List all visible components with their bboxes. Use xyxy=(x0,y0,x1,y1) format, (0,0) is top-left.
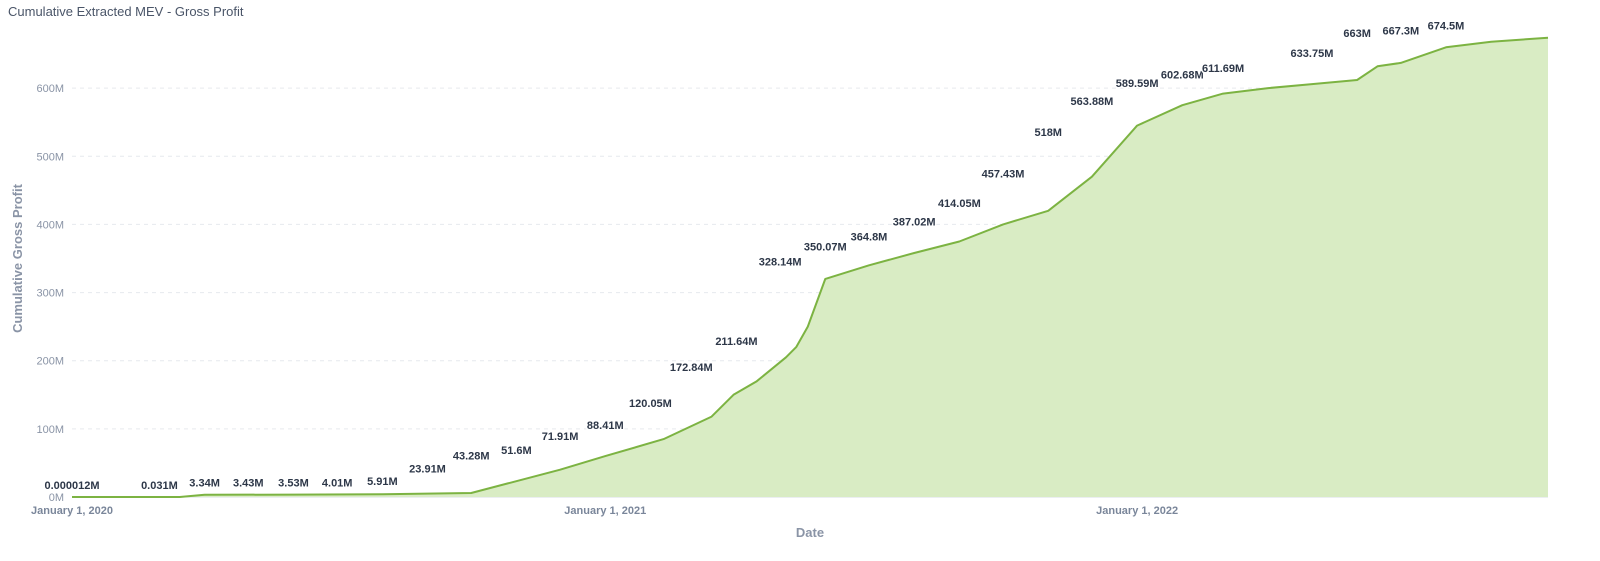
data-label: 172.84M xyxy=(670,362,713,374)
data-label: 457.43M xyxy=(982,168,1025,180)
y-tick-label: 300M xyxy=(36,288,64,300)
y-tick-label: 500M xyxy=(36,151,64,163)
series-area xyxy=(72,37,1548,497)
data-label: 667.3M xyxy=(1382,25,1419,37)
data-label: 3.43M xyxy=(233,478,264,490)
data-label: 120.05M xyxy=(629,398,672,410)
series-line xyxy=(72,36,1549,498)
data-label: 350.07M xyxy=(804,241,847,253)
data-label: 51.6M xyxy=(501,445,532,457)
data-label: 563.88M xyxy=(1071,96,1114,108)
data-label: 663M xyxy=(1343,28,1371,40)
data-label: 387.02M xyxy=(893,216,936,228)
data-label: 328.14M xyxy=(759,256,802,268)
data-label: 674.5M xyxy=(1428,20,1465,32)
data-label: 589.59M xyxy=(1116,78,1159,90)
y-tick-label: 100M xyxy=(36,424,64,436)
y-tick-label: 400M xyxy=(36,219,64,231)
data-label: 3.53M xyxy=(278,478,309,490)
data-label: 0.031M xyxy=(141,480,178,492)
data-label: 0.000012M xyxy=(44,480,99,492)
data-label: 3.34M xyxy=(189,478,220,490)
x-tick-label: January 1, 2020 xyxy=(31,505,113,517)
data-label: 43.28M xyxy=(453,451,490,463)
data-label: 88.41M xyxy=(587,420,624,432)
y-axis-title: Cumulative Gross Profit xyxy=(10,183,25,332)
data-label: 23.91M xyxy=(409,464,446,476)
data-label: 611.69M xyxy=(1202,63,1244,75)
data-label: 518M xyxy=(1034,127,1062,139)
x-tick-label: January 1, 2021 xyxy=(564,505,646,517)
y-tick-label: 200M xyxy=(36,356,64,368)
x-tick-label: January 1, 2022 xyxy=(1096,505,1178,517)
y-tick-label: 600M xyxy=(36,83,64,95)
data-label: 211.64M xyxy=(715,336,757,348)
data-label: 414.05M xyxy=(938,198,981,210)
data-label: 364.8M xyxy=(851,231,888,243)
x-axis-title: Date xyxy=(796,525,824,540)
data-label: 5.91M xyxy=(367,476,398,488)
chart-title: Cumulative Extracted MEV - Gross Profit xyxy=(8,4,244,19)
data-label: 633.75M xyxy=(1291,48,1334,60)
data-label: 602.68M xyxy=(1161,69,1204,81)
data-label: 71.91M xyxy=(542,431,579,443)
y-tick-label: 0M xyxy=(49,492,64,504)
data-label: 4.01M xyxy=(322,477,353,489)
